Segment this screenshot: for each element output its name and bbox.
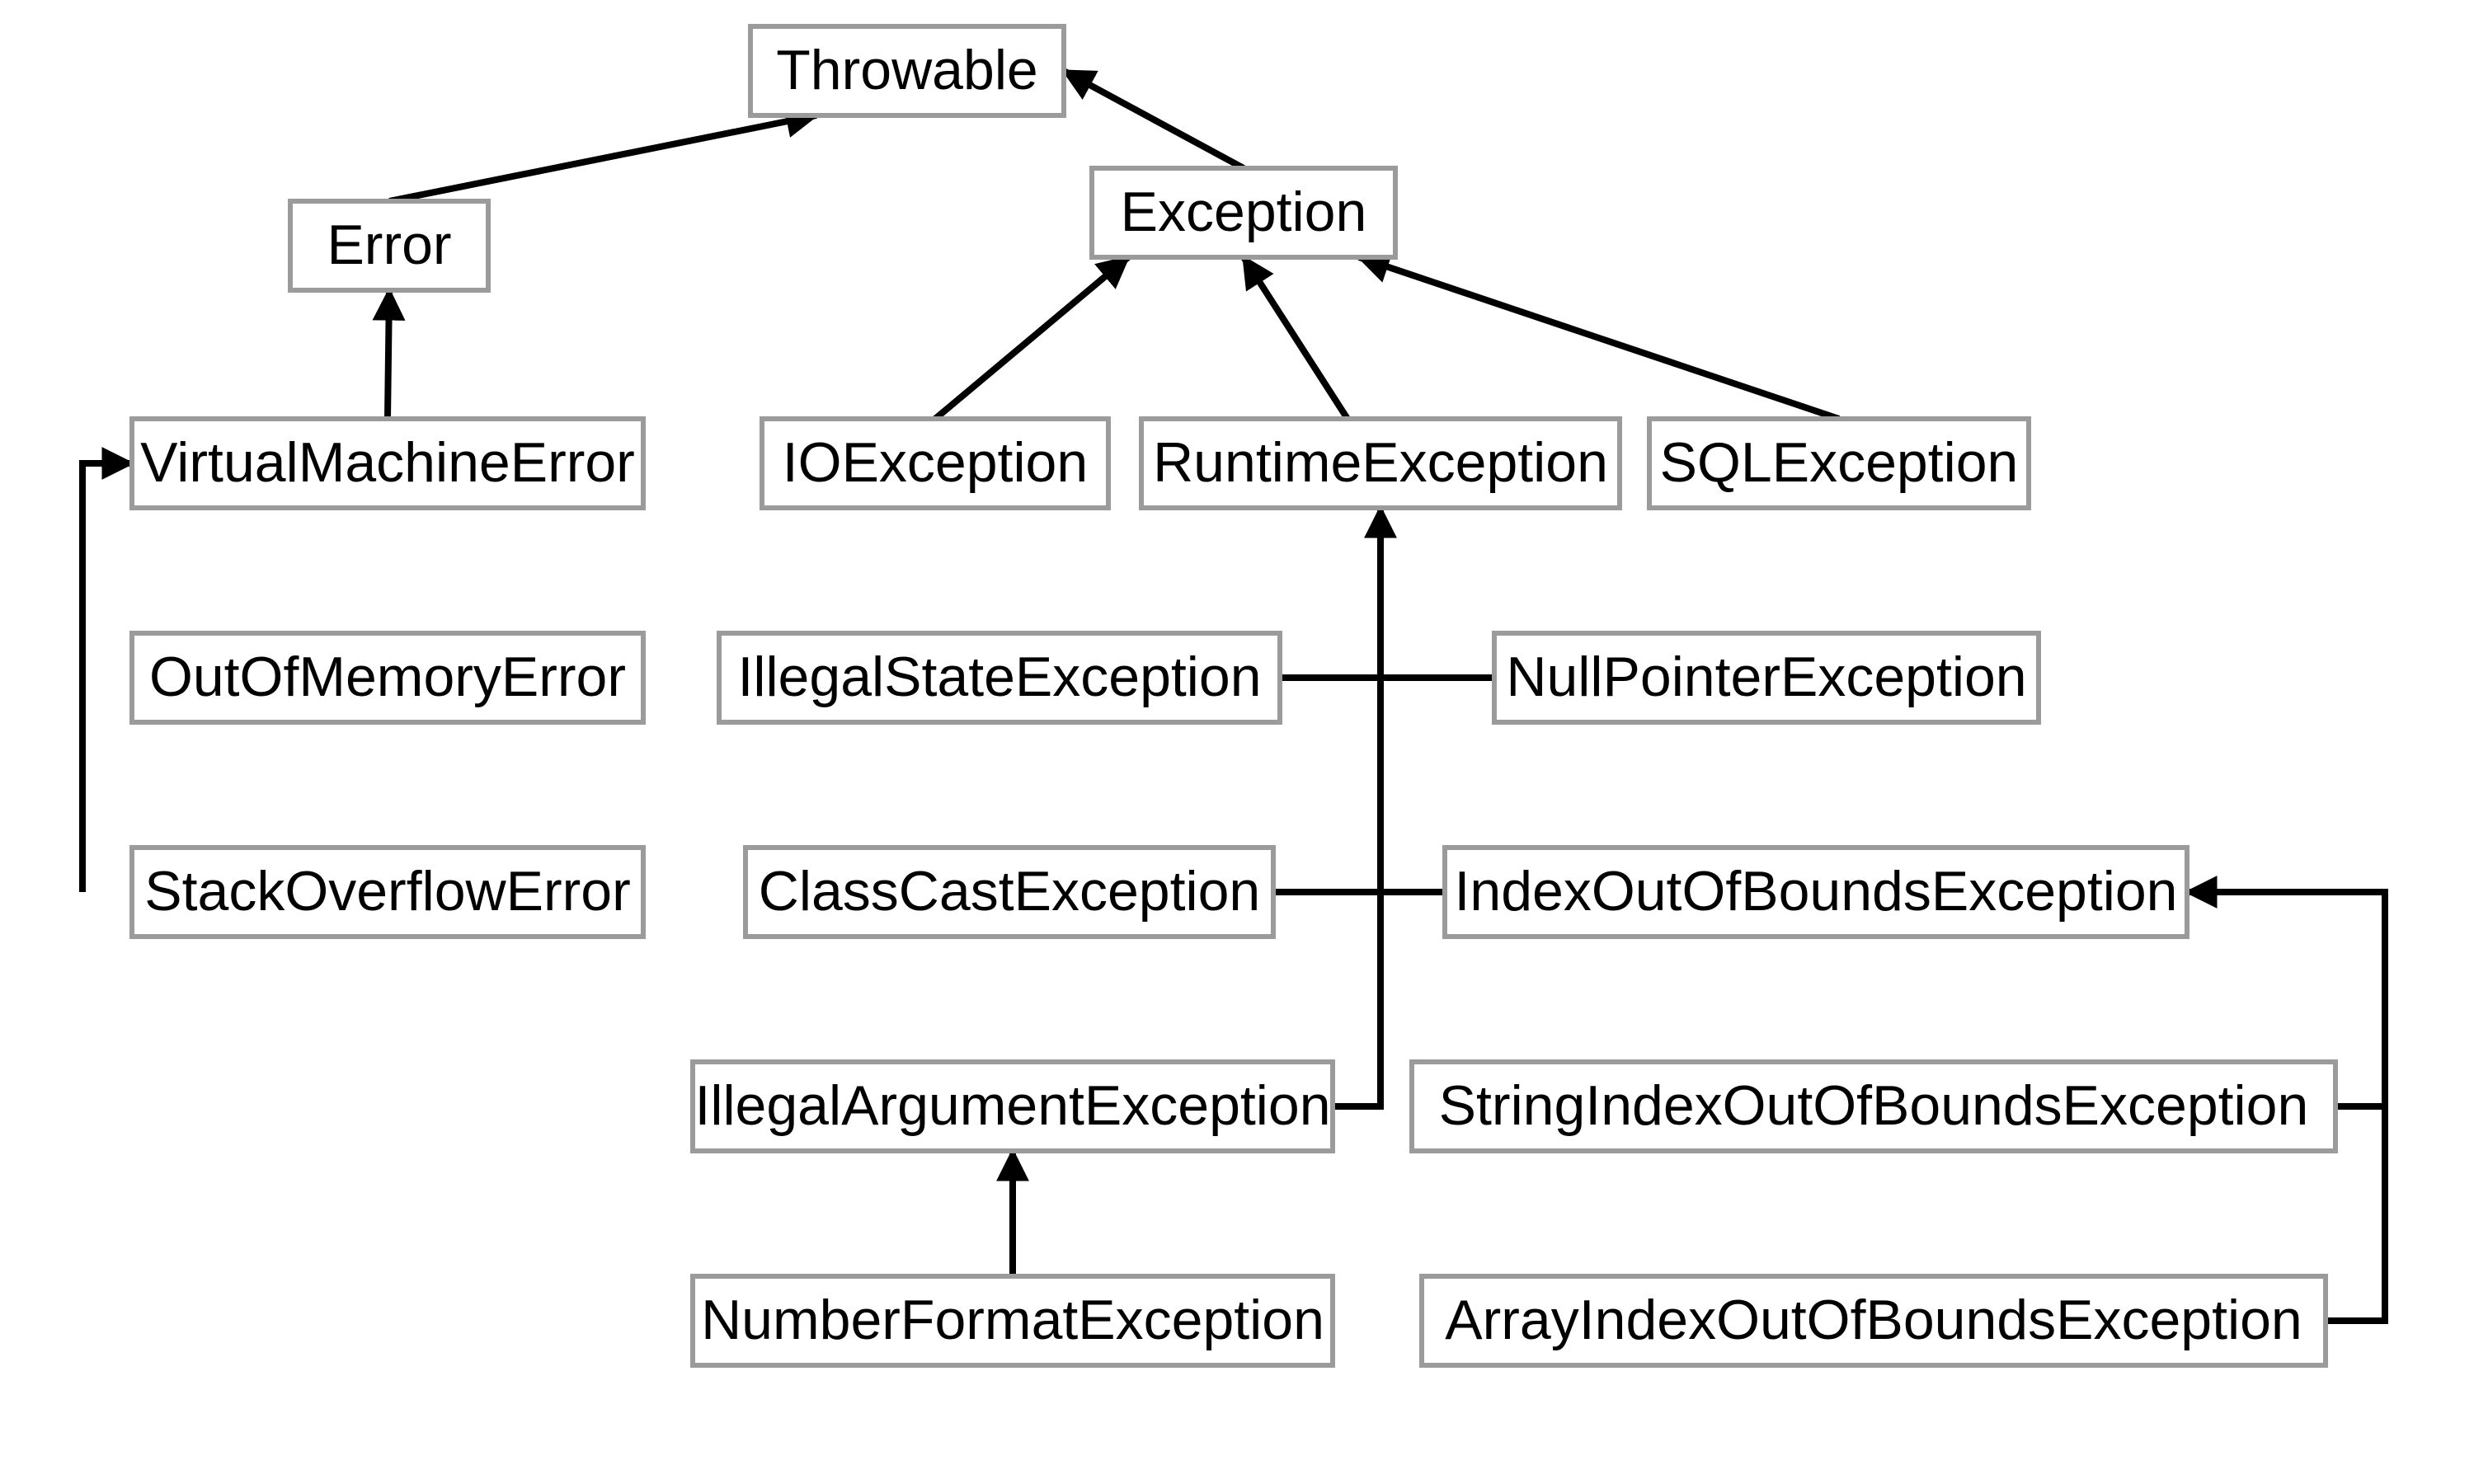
node-classcast-label: ClassCastException xyxy=(759,860,1260,923)
edge-vmerror-to-error xyxy=(388,290,389,419)
edge-illegalarg-to-runtime xyxy=(1333,508,1380,1106)
nodes-layer: Throwable Error Exception VirtualMachineErr… xyxy=(132,26,2335,1365)
node-vmerror: VirtualMachineError xyxy=(132,419,643,508)
edge-runtime-to-exception xyxy=(1244,257,1348,419)
node-illegalarg: IllegalArgumentException xyxy=(693,1062,1333,1151)
node-runtime: RuntimeException xyxy=(1141,419,1620,508)
edge-oomerror-to-vmerror xyxy=(82,463,132,678)
node-oomerror-label: OutOfMemoryError xyxy=(149,646,626,708)
edge-ioex-to-exception xyxy=(935,257,1128,419)
exception-hierarchy-diagram: Throwable Error Exception VirtualMachineErr… xyxy=(0,0,2474,1484)
node-npe: NullPointerException xyxy=(1494,633,2039,722)
edge-sqlex-to-exception xyxy=(1359,257,1839,419)
node-sioobe: StringIndexOutOfBoundsException xyxy=(1412,1062,2335,1151)
node-soferror: StackOverflowError xyxy=(132,848,643,937)
node-error: Error xyxy=(290,201,488,290)
node-throwable-label: Throwable xyxy=(776,39,1038,101)
node-classcast: ClassCastException xyxy=(745,848,1273,937)
node-exception: Exception xyxy=(1092,168,1395,257)
node-ioobe: IndexOutOfBoundsException xyxy=(1445,848,2187,937)
node-sioobe-label: StringIndexOutOfBoundsException xyxy=(1439,1074,2309,1137)
node-runtime-label: RuntimeException xyxy=(1153,431,1608,494)
node-ioex: IOException xyxy=(762,419,1108,508)
node-aioobe-label: ArrayIndexOutOfBoundsException xyxy=(1445,1289,2302,1351)
node-ioobe-label: IndexOutOfBoundsException xyxy=(1455,860,2178,923)
node-ioex-label: IOException xyxy=(783,431,1088,494)
node-illegalarg-label: IllegalArgumentException xyxy=(694,1074,1330,1137)
node-exception-label: Exception xyxy=(1121,181,1367,243)
node-error-label: Error xyxy=(327,214,451,276)
node-aioobe: ArrayIndexOutOfBoundsException xyxy=(1422,1276,2326,1365)
node-oomerror: OutOfMemoryError xyxy=(132,633,643,722)
node-throwable: Throwable xyxy=(750,26,1064,115)
node-npe-label: NullPointerException xyxy=(1506,646,2026,708)
node-vmerror-label: VirtualMachineError xyxy=(140,431,635,494)
node-illegalstate-label: IllegalStateException xyxy=(737,646,1261,708)
node-nfe-label: NumberFormatException xyxy=(701,1289,1324,1351)
edge-exception-to-throwable xyxy=(1064,71,1244,168)
edge-error-to-throwable xyxy=(389,115,816,201)
node-sqlex-label: SQLException xyxy=(1660,431,2019,494)
node-soferror-label: StackOverflowError xyxy=(144,860,630,923)
node-sqlex: SQLException xyxy=(1649,419,2029,508)
node-illegalstate: IllegalStateException xyxy=(719,633,1280,722)
node-nfe: NumberFormatException xyxy=(693,1276,1333,1365)
